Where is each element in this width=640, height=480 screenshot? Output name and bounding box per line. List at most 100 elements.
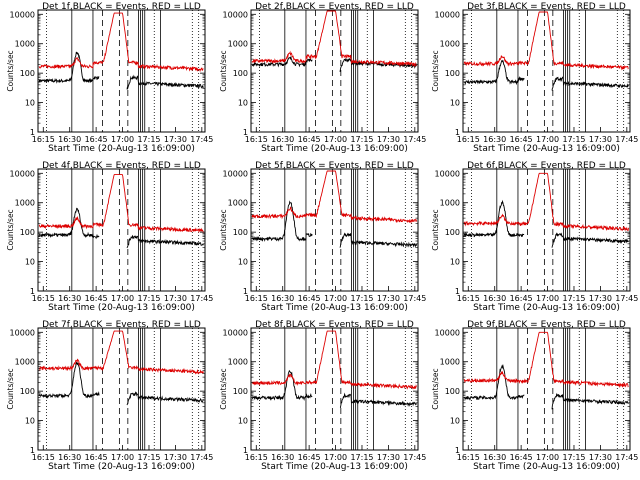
x-tick-label: 16:15 — [457, 294, 480, 303]
y-tick-label: 1000 — [228, 40, 248, 49]
y-tick-label: 10000 — [223, 10, 248, 19]
x-tick-label: 16:30 — [58, 294, 81, 303]
x-tick-label: 16:45 — [510, 453, 533, 462]
x-tick-label: 16:30 — [271, 453, 294, 462]
y-axis-label: Counts/sec — [431, 368, 440, 409]
events-series-line — [463, 199, 629, 248]
x-tick-label: 17:00 — [111, 294, 134, 303]
x-tick-label: 17:00 — [111, 135, 134, 144]
y-tick-label: 100 — [20, 228, 35, 237]
x-tick-label: 17:00 — [324, 294, 347, 303]
x-tick-label: 16:30 — [483, 294, 506, 303]
events-series-line — [251, 55, 417, 72]
x-tick-label: 16:30 — [271, 135, 294, 144]
panel-det-5: Det 5f,BLACK = Events, RED = LLD 1 10 100 10… — [219, 161, 426, 313]
x-tick-label: 16:45 — [85, 453, 108, 462]
x-tick-label: 16:15 — [245, 135, 268, 144]
panel-title: Det 8f,BLACK = Events, RED = LLD — [255, 320, 414, 330]
y-tick-label: 100 — [445, 228, 460, 237]
x-tick-label: 17:45 — [615, 453, 638, 462]
x-tick-label: 16:30 — [58, 453, 81, 462]
x-tick-label: 17:45 — [615, 294, 638, 303]
lld-series-line — [251, 170, 417, 224]
events-series-line — [463, 364, 629, 410]
x-tick-label: 17:30 — [377, 453, 400, 462]
x-axis-label: Start Time (20-Aug-13 16:09:00) — [261, 144, 408, 154]
panel-title: Det 6f,BLACK = Events, RED = LLD — [467, 161, 626, 171]
events-series-line — [252, 369, 417, 409]
events-series-line — [38, 51, 204, 90]
lld-series-line — [463, 331, 629, 389]
plot-frame — [37, 9, 206, 133]
y-tick-label: 100 — [20, 69, 35, 78]
x-tick-label: 17:00 — [111, 453, 134, 462]
panel-title: Det 1f,BLACK = Events, RED = LLD — [42, 2, 201, 12]
x-tick-label: 16:45 — [298, 135, 321, 144]
x-tick-label: 17:45 — [615, 135, 638, 144]
y-tick-label: 1 — [455, 287, 460, 296]
y-tick-label: 10 — [25, 99, 35, 108]
x-tick-label: 17:30 — [164, 294, 187, 303]
x-tick-label: 16:30 — [271, 294, 294, 303]
y-tick-label: 1 — [30, 128, 35, 137]
y-tick-label: 10 — [25, 258, 35, 267]
y-axis-label: Counts/sec — [431, 50, 440, 91]
panel-det-3: Det 3f,BLACK = Events, RED = LLD 1 10 100 10… — [431, 2, 638, 154]
x-tick-label: 16:45 — [510, 135, 533, 144]
events-series-line — [251, 200, 417, 248]
x-tick-label: 17:45 — [190, 453, 213, 462]
y-tick-label: 10 — [238, 417, 248, 426]
x-tick-label: 16:45 — [298, 453, 321, 462]
x-tick-label: 16:15 — [457, 135, 480, 144]
events-series-line — [38, 207, 204, 249]
y-tick-label: 10000 — [435, 169, 460, 178]
x-tick-label: 17:45 — [403, 294, 426, 303]
panel-title: Det 5f,BLACK = Events, RED = LLD — [255, 161, 414, 171]
x-tick-label: 17:00 — [536, 135, 559, 144]
y-tick-label: 10 — [238, 99, 248, 108]
y-tick-label: 10 — [238, 258, 248, 267]
x-axis-label: Start Time (20-Aug-13 16:09:00) — [473, 144, 620, 154]
y-tick-label: 1000 — [15, 199, 35, 208]
x-axis-label: Start Time (20-Aug-13 16:09:00) — [473, 303, 620, 313]
y-tick-label: 1000 — [228, 199, 248, 208]
x-tick-label: 17:30 — [589, 453, 612, 462]
panel-det-6: Det 6f,BLACK = Events, RED = LLD 1 10 100 10… — [431, 161, 638, 313]
x-tick-label: 17:45 — [190, 135, 213, 144]
x-tick-label: 16:15 — [32, 135, 55, 144]
y-tick-label: 10000 — [10, 328, 35, 337]
y-tick-label: 100 — [20, 387, 35, 396]
y-tick-label: 10000 — [10, 169, 35, 178]
x-tick-label: 16:15 — [457, 453, 480, 462]
y-tick-label: 1 — [455, 446, 460, 455]
x-tick-label: 16:45 — [85, 294, 108, 303]
y-tick-label: 1 — [30, 446, 35, 455]
lld-series-line — [463, 172, 629, 232]
panel-title: Det 4f,BLACK = Events, RED = LLD — [42, 161, 201, 171]
y-axis-label: Counts/sec — [219, 368, 228, 409]
x-tick-label: 17:30 — [589, 135, 612, 144]
plot-frame — [250, 9, 419, 133]
plot-frame — [37, 327, 206, 451]
x-tick-label: 17:15 — [562, 294, 585, 303]
x-tick-label: 17:45 — [403, 135, 426, 144]
x-tick-label: 17:00 — [324, 453, 347, 462]
y-tick-label: 10000 — [435, 10, 460, 19]
x-tick-label: 16:15 — [245, 294, 268, 303]
y-tick-label: 1 — [243, 128, 248, 137]
y-tick-label: 100 — [233, 69, 248, 78]
x-tick-label: 16:15 — [32, 453, 55, 462]
y-tick-label: 10 — [450, 417, 460, 426]
y-tick-label: 100 — [233, 228, 248, 237]
x-tick-label: 16:30 — [483, 453, 506, 462]
x-tick-label: 16:15 — [245, 453, 268, 462]
y-tick-label: 10 — [450, 258, 460, 267]
y-tick-label: 1 — [243, 446, 248, 455]
y-tick-label: 1 — [30, 287, 35, 296]
y-tick-label: 100 — [445, 69, 460, 78]
x-tick-label: 16:45 — [298, 294, 321, 303]
x-tick-label: 16:45 — [85, 135, 108, 144]
y-tick-label: 1 — [243, 287, 248, 296]
x-tick-label: 17:30 — [164, 453, 187, 462]
x-tick-label: 17:45 — [190, 294, 213, 303]
